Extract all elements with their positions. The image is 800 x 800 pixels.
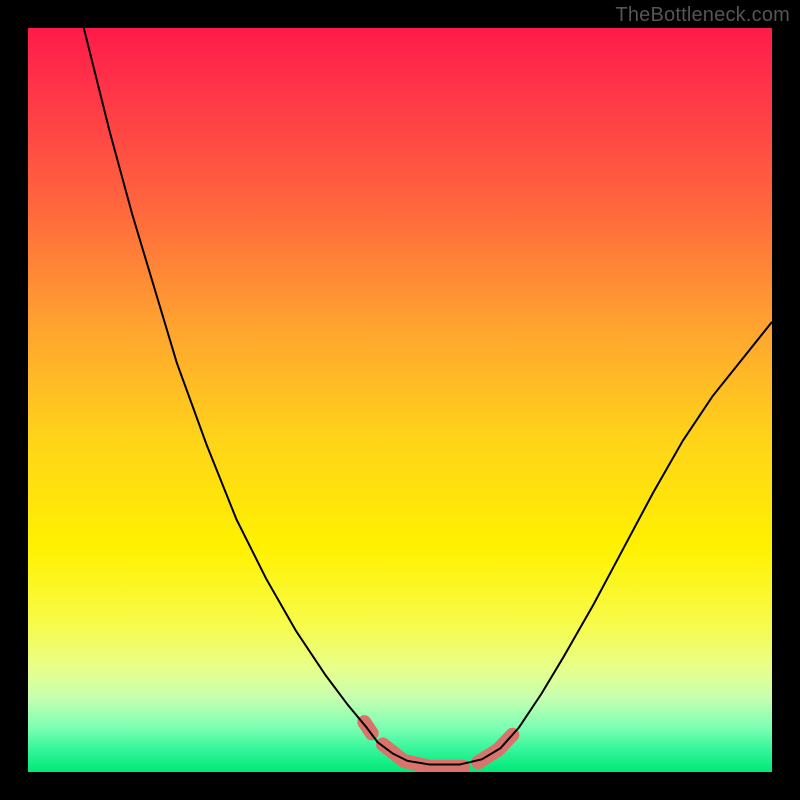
attribution-text: TheBottleneck.com — [615, 4, 790, 27]
heatmap-background — [28, 28, 772, 772]
plot-area — [28, 28, 772, 772]
chart-frame: TheBottleneck.com — [0, 0, 800, 800]
chart-svg — [28, 28, 772, 772]
